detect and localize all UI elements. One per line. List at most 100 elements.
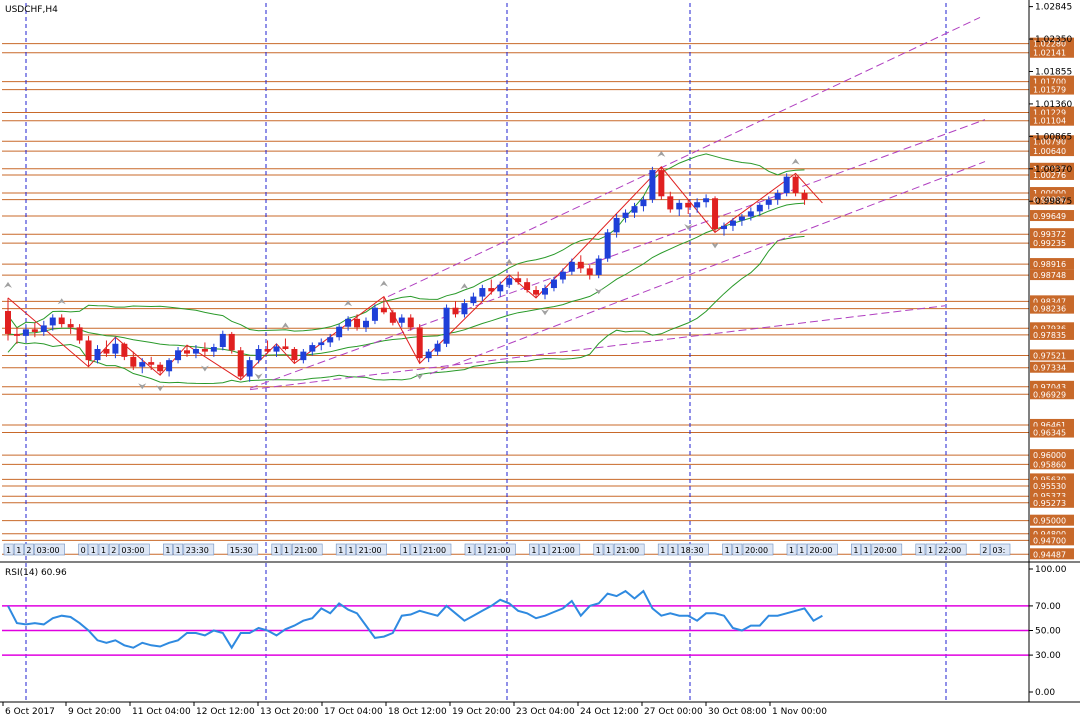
marker-box — [13, 543, 24, 556]
candle-body — [255, 348, 262, 361]
marker-box — [549, 543, 581, 556]
marker-box — [98, 543, 109, 556]
fractal-arrow — [415, 373, 424, 380]
marker-box — [603, 543, 614, 556]
level-label-box — [1030, 380, 1074, 392]
fractal-arrow — [594, 288, 603, 295]
fractal-arrow — [541, 309, 549, 316]
level-label-box — [1030, 168, 1074, 180]
band-upper — [7, 153, 805, 332]
level-label-box — [1030, 458, 1074, 470]
candle-body — [631, 206, 638, 213]
marker-box — [474, 543, 485, 556]
level-label: 0.96461 — [1033, 421, 1066, 430]
level-label-box — [1030, 426, 1074, 438]
trend-lines — [249, 16, 986, 391]
marker-label: 1 — [725, 546, 730, 555]
marker-label: 1 — [467, 546, 472, 555]
candle-body — [13, 333, 20, 336]
marker-box — [34, 543, 65, 556]
marker-box — [732, 543, 743, 556]
candle-body — [443, 307, 450, 344]
level-label: 0.98236 — [1033, 305, 1066, 314]
marker-box — [400, 543, 411, 556]
level-label-box — [1030, 187, 1074, 199]
marker-label: 1 — [918, 546, 923, 555]
marker-label: 1 — [348, 546, 353, 555]
marker-box — [3, 543, 14, 556]
candle-body — [175, 350, 182, 361]
candle-body — [67, 324, 74, 328]
price-tick-label: 1.02350 — [1035, 35, 1072, 45]
candle-body — [506, 278, 513, 285]
candle-body — [121, 343, 128, 357]
marker-box — [335, 543, 346, 556]
marker-box — [593, 543, 604, 556]
candle-body — [327, 337, 334, 343]
candle-body — [300, 351, 307, 361]
marker-box — [935, 543, 967, 556]
level-label-box — [1030, 228, 1074, 240]
level-label-box — [1030, 302, 1074, 314]
candle-body — [542, 288, 548, 295]
level-label-box — [1030, 548, 1074, 560]
time-label: 6 Oct 2017 — [5, 707, 55, 717]
marker-box — [742, 543, 774, 556]
candle-body — [282, 346, 289, 349]
fractal-arrow — [57, 298, 66, 305]
level-label: 0.95630 — [1033, 475, 1066, 484]
marker-box — [990, 543, 1011, 556]
level-label: 0.98916 — [1033, 260, 1066, 269]
level-label-box — [1030, 527, 1074, 539]
marker-label: 1 — [928, 546, 933, 555]
fractal-arrow — [657, 150, 666, 157]
level-label-box — [1030, 106, 1074, 118]
marker-box — [227, 543, 259, 556]
marker-label: 1 — [531, 546, 536, 555]
fractal-arrow — [4, 281, 12, 288]
candle-body — [416, 327, 423, 359]
candle-body — [354, 318, 361, 328]
level-label: 0.97936 — [1033, 324, 1066, 333]
candle-body — [264, 348, 271, 352]
level-label: 1.01104 — [1033, 117, 1066, 126]
marker-label: 1 — [338, 546, 343, 555]
marker-box — [291, 543, 323, 556]
level-label: 1.00790 — [1033, 137, 1066, 146]
level-label: 0.97334 — [1033, 364, 1066, 373]
fractal-arrow — [156, 385, 165, 392]
marker-label: 1 — [284, 546, 289, 555]
band-lower — [7, 235, 805, 385]
level-label: 0.94800 — [1033, 530, 1066, 539]
candle-body — [568, 261, 575, 272]
candle-body — [58, 317, 65, 325]
trend-line — [249, 305, 946, 391]
candle-body — [389, 312, 396, 323]
marker-label: 18:30 — [681, 546, 704, 555]
marker-box — [722, 543, 733, 556]
fractal-markers — [4, 150, 800, 392]
marker-label: 1 — [670, 546, 675, 555]
time-label: 1 Nov 00:00 — [772, 707, 827, 717]
level-label: 0.99649 — [1033, 212, 1066, 221]
level-label: 1.02141 — [1033, 49, 1066, 58]
candle-body — [685, 202, 692, 208]
time-label: 23 Oct 04:00 — [516, 707, 575, 717]
level-label: 0.95000 — [1033, 517, 1066, 526]
fractal-arrow — [791, 158, 800, 165]
rsi-subwindow — [2, 589, 1029, 656]
level-label: 1.01579 — [1033, 86, 1066, 95]
candle-body — [640, 199, 647, 207]
level-label-box — [1030, 210, 1074, 222]
marker-label: 22:00 — [938, 546, 961, 555]
level-label-box — [1030, 83, 1074, 95]
candle-body — [729, 220, 736, 226]
level-label: 0.99900 — [1033, 196, 1066, 205]
candle-body — [130, 356, 137, 367]
candle-body — [712, 198, 719, 230]
candle-body — [157, 364, 164, 372]
candle-body — [479, 288, 486, 297]
